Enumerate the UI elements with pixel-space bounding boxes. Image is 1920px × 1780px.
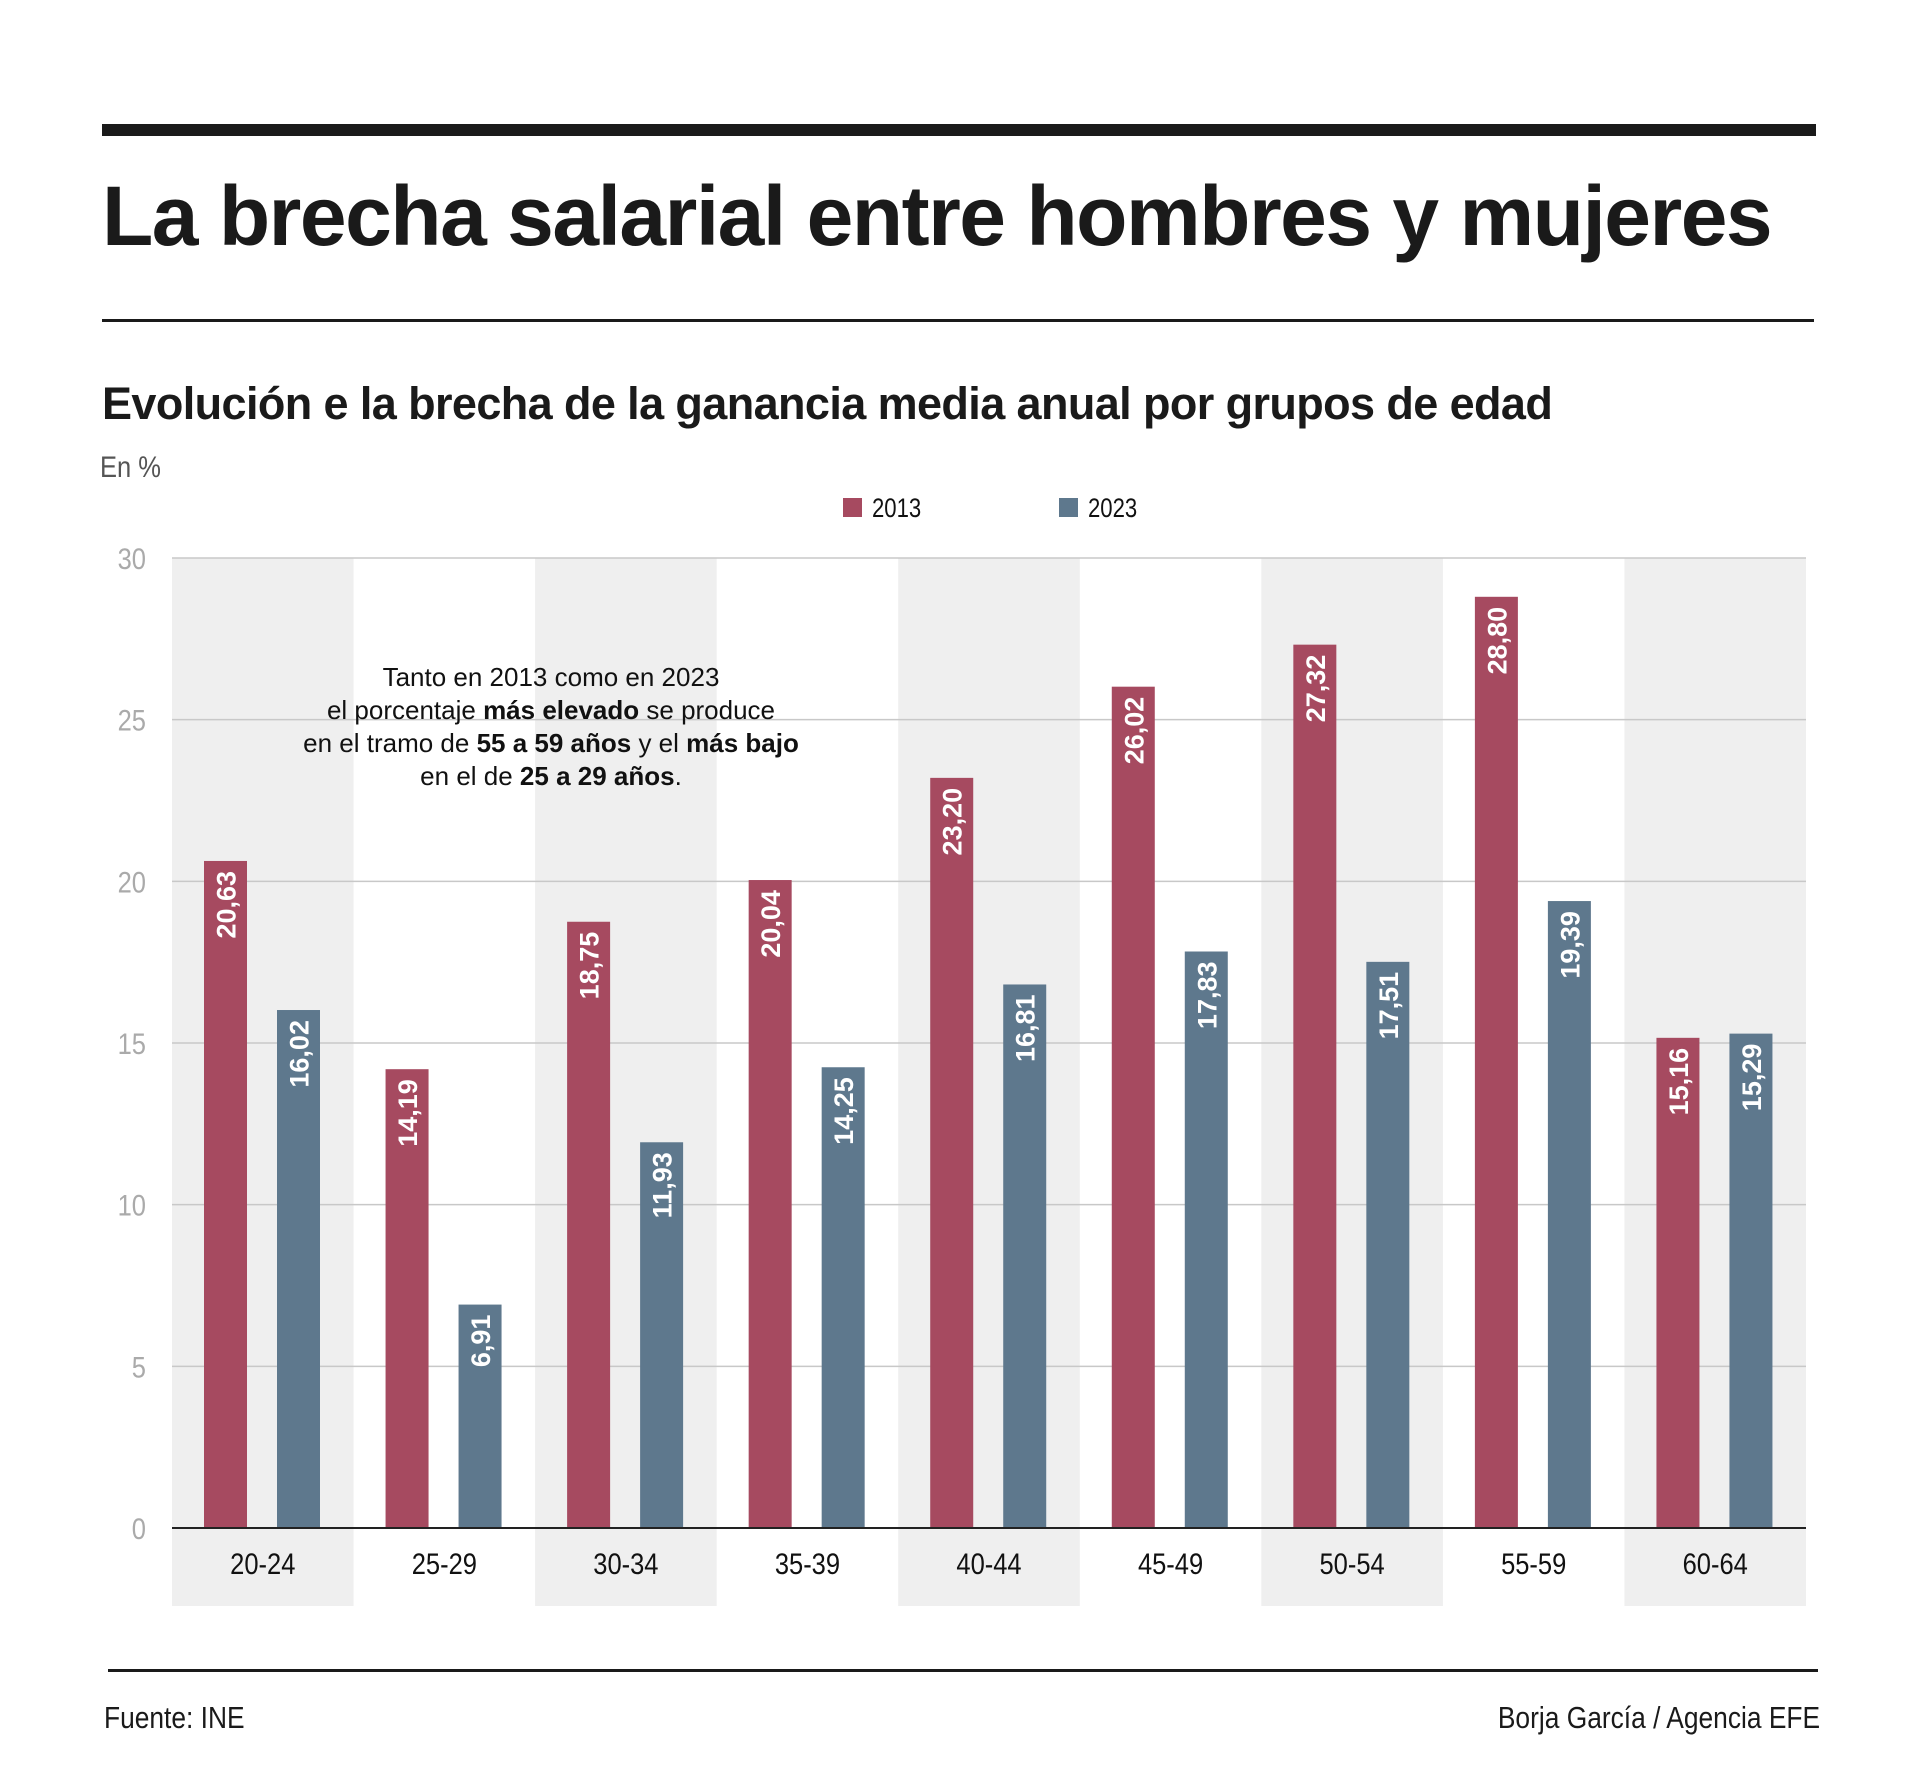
legend-label-2023: 2023 (1088, 494, 1137, 524)
bar-label-2013-50-54: 27,32 (1301, 655, 1331, 723)
annotation-span: . (675, 761, 682, 791)
bar-label-2013-45-49: 26,02 (1119, 697, 1149, 765)
bars (204, 596, 1773, 1528)
bar-label-2023-35-39: 14,25 (829, 1077, 859, 1145)
bar-label-2013-30-34: 18,75 (575, 932, 605, 1000)
y-tick-label: 10 (118, 1189, 146, 1222)
x-axis-labels: 20-24 25-29 30-34 35-39 40-44 45-49 50-54 55-59… (230, 1547, 1748, 1580)
bar-2023-30-34 (640, 1142, 684, 1528)
bar-2023-55-59 (1547, 901, 1591, 1528)
y-tick-label: 25 (118, 704, 146, 737)
annotation-span: en el tramo de (303, 728, 476, 758)
bar-2013-50-54 (1293, 644, 1337, 1528)
credit-label: Borja García / Agencia EFE (1497, 1700, 1820, 1735)
main-title: La brecha salarial entre hombres y mujer… (102, 169, 1773, 263)
bar-label-2013-40-44: 23,20 (938, 788, 968, 856)
y-tick-label: 20 (118, 865, 146, 898)
bar-2023-50-54 (1366, 961, 1410, 1528)
category-bands (172, 558, 1806, 1606)
bar-label-2013-20-24: 20,63 (212, 871, 242, 939)
x-tick-label: 45-49 (1138, 1547, 1203, 1580)
title-divider (102, 319, 1814, 322)
bar-2013-45-49 (1111, 686, 1155, 1528)
bar-label-2023-20-24: 16,02 (285, 1020, 315, 1088)
y-tick-label: 5 (132, 1350, 146, 1383)
footer-divider (108, 1669, 1818, 1672)
bar-label-2013-60-64: 15,16 (1664, 1048, 1694, 1116)
bar-label-2023-25-29: 6,91 (466, 1315, 496, 1368)
annotation-bold-span: más bajo (686, 728, 799, 758)
x-tick-label: 30-34 (593, 1547, 658, 1580)
source-label: Fuente: INE (104, 1700, 245, 1735)
y-tick-label: 30 (118, 542, 146, 575)
category-band (1624, 558, 1806, 1606)
bar-2023-40-44 (1003, 984, 1047, 1528)
annotation-line: en el tramo de 55 a 59 años y el más baj… (303, 728, 799, 758)
annotation-span: y el (631, 728, 686, 758)
chart-subtitle: Evolución e la brecha de la ganancia med… (102, 378, 1553, 429)
top-rule (102, 124, 1816, 136)
bar-2023-35-39 (821, 1067, 865, 1528)
bar-2013-55-59 (1474, 596, 1518, 1528)
x-tick-label: 20-24 (230, 1547, 295, 1580)
category-band (898, 558, 1080, 1606)
bar-2013-20-24 (204, 860, 247, 1528)
x-tick-label: 40-44 (956, 1547, 1021, 1580)
x-tick-label: 60-64 (1683, 1547, 1748, 1580)
bar-label-2013-25-29: 14,19 (393, 1079, 423, 1147)
y-tick-label: 0 (132, 1512, 146, 1545)
category-band (172, 558, 354, 1606)
annotation-span: se produce (639, 695, 775, 725)
legend-swatch-2023 (1059, 498, 1078, 517)
bar-2023-45-49 (1184, 951, 1228, 1528)
bar-2023-60-64 (1729, 1033, 1773, 1528)
bar-label-2023-60-64: 15,29 (1737, 1044, 1767, 1112)
annotation-bold-span: más elevado (483, 695, 639, 725)
annotation-line: el porcentaje más elevado se produce (327, 695, 775, 725)
annotation-bold-span: 25 a 29 años (520, 761, 675, 791)
bar-2013-30-34 (567, 921, 611, 1528)
category-band (535, 558, 717, 1606)
annotation-span: Tanto en 2013 como en 2023 (383, 662, 720, 692)
bar-label-2013-55-59: 28,80 (1482, 607, 1512, 675)
x-tick-label: 50-54 (1320, 1547, 1385, 1580)
x-tick-label: 55-59 (1501, 1547, 1566, 1580)
bar-2013-35-39 (748, 880, 792, 1528)
legend-label-2013: 2013 (872, 494, 921, 524)
bar-label-2023-45-49: 17,83 (1192, 961, 1222, 1029)
category-band (1261, 558, 1443, 1606)
annotation-line: Tanto en 2013 como en 2023 (383, 662, 720, 692)
annotation-span: en el de (420, 761, 520, 791)
bar-label-2023-30-34: 11,93 (648, 1152, 678, 1218)
x-tick-label: 35-39 (775, 1547, 840, 1580)
x-tick-label: 25-29 (412, 1547, 477, 1580)
bar-2023-25-29 (458, 1304, 502, 1528)
bar-label-2023-55-59: 19,39 (1555, 911, 1585, 979)
annotation-line: en el de 25 a 29 años. (420, 761, 682, 791)
bar-label-2023-50-54: 17,51 (1374, 972, 1404, 1040)
bar-2013-60-64 (1656, 1037, 1700, 1528)
unit-label: En % (100, 451, 161, 484)
y-tick-label: 15 (118, 1027, 146, 1060)
y-axis-ticks: 0 5 10 15 20 25 30 (118, 542, 146, 1545)
legend-swatch-2013 (843, 498, 862, 517)
gridlines (172, 557, 1806, 1368)
bar-label-2023-40-44: 16,81 (1011, 994, 1041, 1062)
bar-data-labels: 20,63 14,19 18,75 20,04 23,20 26,02 27,32 28,80… (212, 607, 1767, 1367)
bar-label-2013-35-39: 20,04 (756, 890, 786, 958)
bar-2013-40-44 (930, 777, 974, 1528)
annotation-bold-span: 55 a 59 años (477, 728, 632, 758)
bar-2023-20-24 (277, 1010, 320, 1528)
legend: 2013 2023 (843, 494, 1137, 524)
annotation-span: el porcentaje (327, 695, 483, 725)
bar-2013-25-29 (385, 1069, 429, 1528)
